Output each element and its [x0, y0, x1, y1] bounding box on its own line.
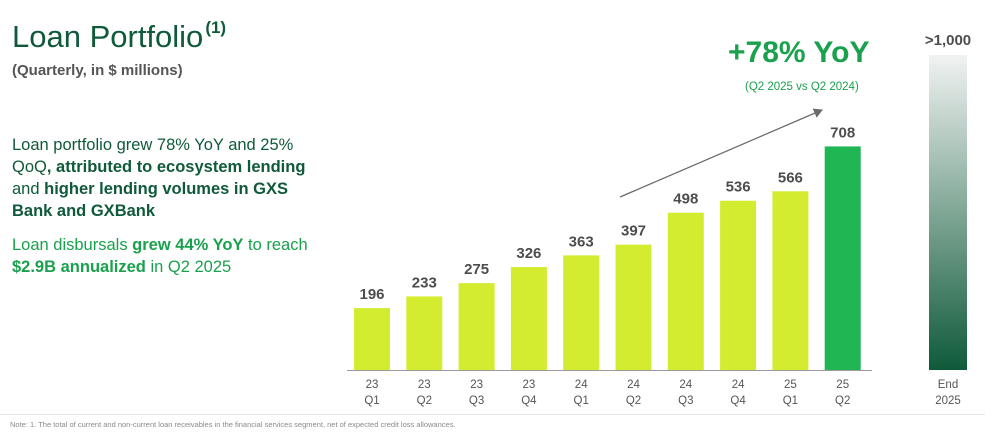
tick-label-year: 25: [784, 379, 797, 391]
bar-24-Q2: [615, 244, 652, 370]
bar-23-Q3: [458, 283, 495, 370]
target-bar: [929, 55, 967, 370]
tick-label-quarter: Q4: [521, 395, 537, 407]
bar-24-Q3: [667, 212, 704, 370]
footer-divider: [0, 414, 985, 415]
target-tick-label-1: End: [938, 379, 958, 391]
bar-25-Q2: [824, 146, 861, 370]
tick-label-year: 25: [836, 379, 849, 391]
tick-label-quarter: Q1: [574, 395, 589, 407]
value-label: 536: [726, 179, 751, 196]
tick-label-quarter: Q3: [469, 395, 484, 407]
bar-23-Q2: [406, 296, 443, 370]
summary-text-5: higher lending volumes in GXS Bank and G…: [12, 180, 288, 220]
tick-label-quarter: Q1: [783, 395, 798, 407]
tick-label-year: 23: [523, 379, 536, 391]
value-label: 275: [464, 261, 489, 278]
disbursal-text-1: Loan disbursals: [12, 236, 133, 254]
page-subtitle: (Quarterly, in $ millions): [12, 62, 183, 79]
growth-arrow: [619, 108, 823, 198]
tick-label-year: 24: [575, 379, 588, 391]
disbursal-text-5: in Q2 2025: [145, 258, 232, 276]
summary-text-3: ecosystem lending: [156, 158, 306, 176]
target-tick-label-2: 2025: [935, 395, 961, 407]
tick-label-quarter: Q3: [678, 395, 693, 407]
value-label: 397: [621, 223, 646, 240]
page-title: Loan Portfolio (1): [12, 18, 226, 55]
yoy-callout: +78% YoY: [728, 36, 870, 69]
tick-label-year: 24: [679, 379, 692, 391]
tick-label-quarter: Q4: [730, 395, 746, 407]
footnote: Note: 1. The total of current and non-cu…: [10, 420, 456, 429]
summary-text-4: and: [12, 180, 45, 198]
bar-24-Q4: [720, 200, 757, 370]
tick-label-quarter: Q2: [626, 395, 641, 407]
tick-label-year: 23: [470, 379, 483, 391]
disbursal-text-2: grew 44% YoY: [132, 236, 244, 254]
bar-23-Q4: [510, 267, 547, 370]
tick-label-quarter: Q1: [364, 395, 379, 407]
tick-label-quarter: Q2: [835, 395, 850, 407]
target-value-label: >1,000: [925, 32, 971, 49]
page-title-text: Loan Portfolio: [12, 19, 204, 54]
value-label: 196: [359, 286, 384, 303]
disbursal-paragraph: Loan disbursals grew 44% YoY to reach $2…: [12, 234, 332, 278]
value-label: 363: [569, 233, 594, 250]
tick-label-year: 23: [366, 379, 379, 391]
summary-text-1: Loan portfolio grew 78% YoY and 25% QoQ: [12, 136, 294, 176]
disbursal-text-4: $2.9B annualized: [12, 258, 146, 276]
bar-24-Q1: [563, 255, 600, 370]
value-label: 708: [830, 124, 855, 141]
value-label: 498: [673, 191, 698, 208]
yoy-callout-subtitle: (Q2 2025 vs Q2 2024): [745, 81, 859, 93]
tick-label-year: 24: [627, 379, 640, 391]
disbursal-text-3: to reach: [243, 236, 308, 254]
value-label: 566: [778, 169, 803, 186]
value-label: 233: [412, 274, 437, 291]
bar-25-Q1: [772, 191, 809, 370]
tick-label-year: 24: [732, 379, 745, 391]
summary-paragraph: Loan portfolio grew 78% YoY and 25% QoQ,…: [12, 134, 332, 222]
title-footnote-marker: (1): [205, 18, 227, 37]
tick-label-quarter: Q2: [417, 395, 432, 407]
tick-label-year: 23: [418, 379, 431, 391]
summary-text-2: , attributed to: [46, 158, 157, 176]
bar-23-Q1: [354, 308, 390, 370]
value-label: 326: [516, 245, 541, 262]
